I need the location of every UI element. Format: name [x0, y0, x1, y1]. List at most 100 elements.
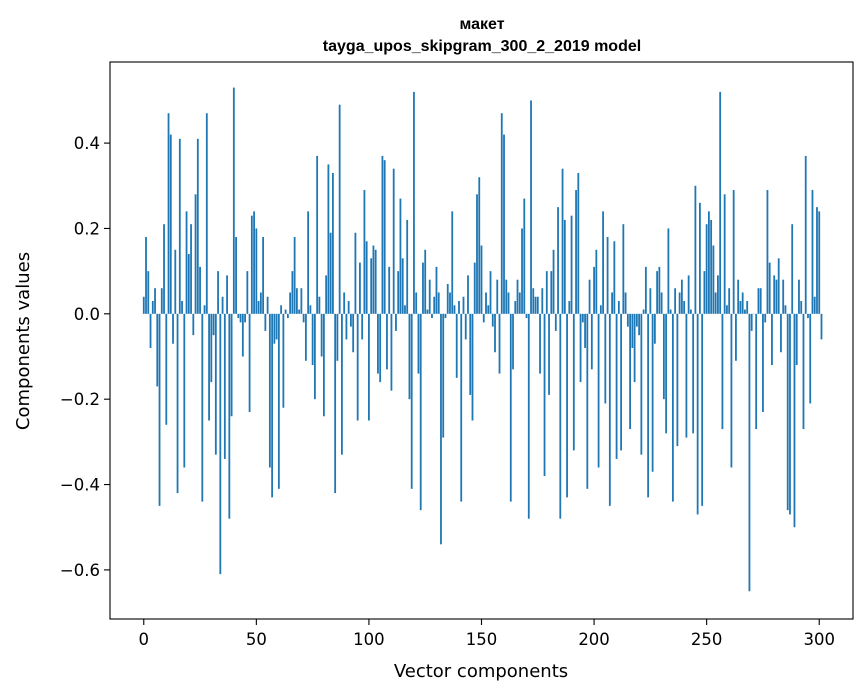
bar-80: [322, 313, 325, 417]
bar-218: [633, 313, 636, 383]
bar-67: [293, 237, 296, 314]
bar-281: [775, 279, 778, 314]
bar-9: [163, 224, 165, 314]
bar-60: [277, 313, 280, 489]
bar-253: [712, 245, 715, 314]
bar-23: [194, 194, 197, 314]
y-tick-label: 0.2: [74, 219, 100, 238]
bar-192: [575, 190, 577, 314]
x-tick-label: 50: [246, 630, 267, 649]
bar-204: [602, 211, 604, 314]
bar-65: [289, 292, 292, 314]
bar-237: [676, 313, 679, 447]
bar-270: [750, 313, 753, 331]
bar-287: [789, 313, 791, 515]
bar-18: [183, 313, 186, 468]
bar-42: [237, 313, 240, 319]
bar-172: [530, 100, 532, 314]
bar-179: [545, 271, 548, 314]
bar-295: [807, 313, 809, 319]
bar-63: [284, 309, 287, 314]
bar-52: [259, 292, 262, 314]
bar-109: [388, 266, 391, 314]
bar-182: [552, 249, 555, 314]
bar-254: [714, 292, 717, 314]
bar-69: [298, 309, 301, 314]
bar-89: [343, 292, 346, 314]
bar-3: [149, 313, 152, 348]
bar-215: [626, 313, 629, 327]
bar-252: [710, 219, 713, 314]
bar-219: [635, 313, 638, 327]
bar-132: [440, 313, 442, 545]
bar-34: [219, 313, 222, 575]
bar-32: [214, 313, 217, 455]
bar-233: [667, 228, 670, 314]
bar-115: [401, 258, 404, 314]
bar-196: [584, 313, 586, 348]
bar-214: [624, 292, 627, 314]
bar-85: [334, 313, 337, 494]
bar-293: [802, 313, 805, 430]
bar-107: [383, 160, 386, 314]
y-tick-label: −0.2: [60, 390, 100, 409]
bar-200: [593, 266, 595, 314]
bar-95: [356, 313, 359, 421]
bar-174: [534, 296, 537, 314]
bar-47: [248, 313, 251, 412]
bar-44: [241, 313, 244, 357]
bar-13: [172, 313, 174, 344]
y-tick-label: 0.4: [74, 134, 100, 153]
bar-82: [327, 164, 330, 314]
bar-68: [295, 288, 298, 314]
bar-73: [307, 211, 310, 314]
y-tick-label: −0.6: [60, 561, 100, 580]
bar-198: [588, 279, 591, 314]
bar-127: [428, 279, 431, 314]
y-axis-label: Components values: [13, 252, 34, 430]
bar-152: [485, 292, 487, 314]
bar-141: [460, 313, 463, 502]
bar-87: [338, 104, 341, 314]
bar-301: [820, 313, 823, 340]
bar-169: [523, 198, 526, 314]
bar-216: [629, 313, 631, 430]
bar-272: [755, 313, 758, 430]
bar-166: [516, 279, 519, 314]
bar-149: [478, 177, 481, 314]
bar-1: [145, 237, 147, 314]
bar-100: [368, 313, 370, 421]
bar-292: [800, 301, 803, 314]
bar-283: [780, 313, 782, 353]
bar-217: [631, 313, 634, 348]
bar-230: [660, 292, 663, 314]
bar-209: [613, 241, 616, 314]
bar-103: [374, 249, 377, 314]
bar-134: [444, 313, 447, 319]
bar-249: [703, 271, 706, 314]
bar-282: [777, 258, 780, 314]
bar-255: [717, 275, 719, 314]
bar-203: [599, 305, 602, 314]
bar-148: [476, 194, 478, 314]
bar-242: [687, 275, 690, 314]
bar-145: [469, 313, 472, 395]
bar-130: [435, 266, 438, 314]
bar-48: [250, 215, 253, 314]
bar-228: [656, 271, 659, 314]
bar-39: [230, 313, 233, 417]
bar-50: [255, 228, 258, 314]
bar-243: [689, 309, 692, 314]
bar-25: [199, 266, 201, 314]
bar-160: [503, 134, 505, 314]
bar-244: [692, 313, 695, 434]
bar-128: [431, 313, 433, 319]
bar-236: [674, 288, 677, 314]
bar-263: [735, 313, 737, 361]
bar-183: [554, 313, 557, 331]
bar-187: [563, 219, 566, 314]
bar-138: [453, 305, 456, 314]
bar-0: [142, 296, 145, 314]
bar-4: [151, 301, 154, 314]
bar-59: [275, 313, 278, 340]
